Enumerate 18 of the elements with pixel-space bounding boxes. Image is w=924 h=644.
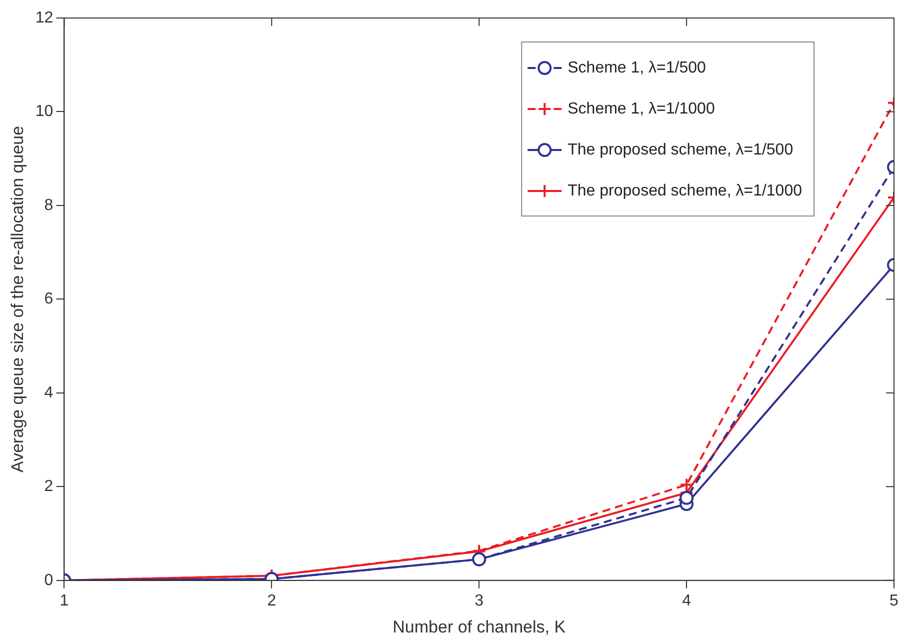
x-tick-label: 4 (682, 592, 692, 610)
y-tick-label: 0 (44, 572, 54, 589)
y-tick-label: 6 (44, 290, 54, 308)
y-tick-label: 4 (44, 384, 54, 402)
y-tick-label: 2 (44, 478, 54, 496)
x-tick-label: 3 (474, 592, 484, 610)
y-tick-label: 8 (44, 196, 54, 214)
y-axis-title: Average queue size of the re-allocation queue (8, 126, 27, 472)
x-tick-label: 1 (60, 592, 69, 610)
y-tick-label: 10 (35, 103, 54, 120)
x-tick-label: 2 (267, 592, 276, 610)
x-axis-title: Number of channels, K (392, 617, 566, 636)
x-tick-label: 5 (890, 592, 899, 610)
legend-label: The proposed scheme, λ=1/1000 (568, 182, 802, 200)
legend-label: Scheme 1, λ=1/500 (568, 59, 706, 76)
legend-label: Scheme 1, λ=1/1000 (568, 100, 715, 118)
legend-label: The proposed scheme, λ=1/500 (568, 141, 794, 158)
y-tick-label: 12 (35, 9, 54, 26)
